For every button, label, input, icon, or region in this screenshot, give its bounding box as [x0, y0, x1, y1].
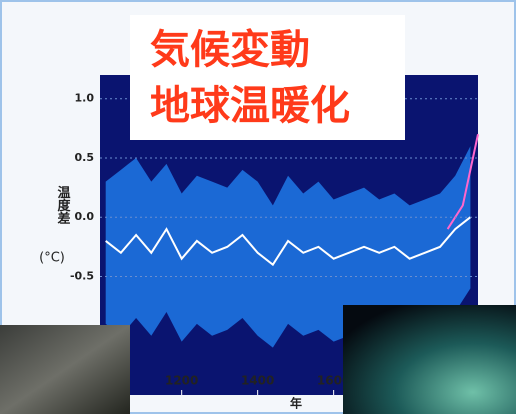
y-tick-label: 1.0 — [75, 92, 95, 105]
title-box — [130, 15, 405, 140]
y-axis-label: 温度差 — [55, 186, 71, 225]
title: 地球温暖化 — [150, 83, 350, 129]
series-line — [446, 134, 479, 230]
y-axis-unit: (°C) — [39, 251, 65, 266]
y-tick-label: 0.0 — [75, 210, 95, 223]
x-tick-label: 1600 — [317, 374, 350, 388]
planet-photo — [343, 305, 516, 414]
x-tick-label: 1200 — [165, 374, 198, 388]
uncertainty-band — [105, 146, 471, 348]
x-axis-label: 年 — [290, 396, 302, 411]
x-tick-label: 1400 — [241, 374, 274, 388]
series-line — [105, 216, 472, 267]
y-tick-label: -0.5 — [70, 269, 94, 282]
title: 気候変動 — [150, 27, 310, 73]
cloud-photo — [0, 325, 130, 414]
y-tick-label: 0.5 — [75, 151, 95, 164]
